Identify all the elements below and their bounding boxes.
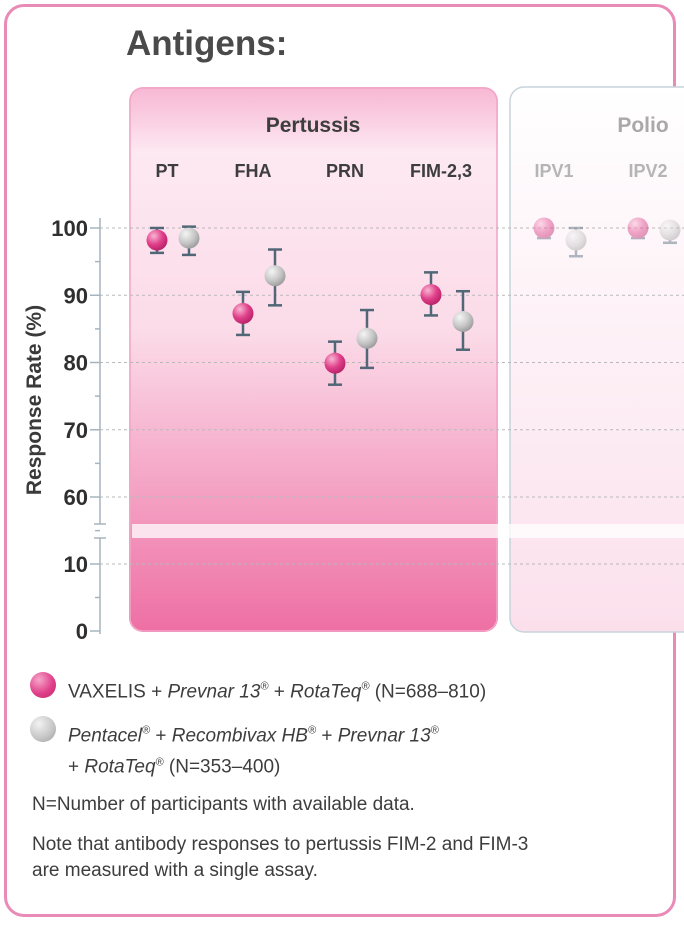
data-point-pentacel xyxy=(264,248,286,307)
panel-pertussis xyxy=(129,87,498,632)
panel-pertussis-border xyxy=(129,87,498,632)
data-marker xyxy=(533,217,555,239)
data-marker xyxy=(178,227,200,249)
y-tick-label: 80 xyxy=(64,351,88,376)
category-label: IPV1 xyxy=(534,161,573,181)
data-point-vaxelis xyxy=(420,271,442,317)
data-marker xyxy=(356,327,378,349)
data-marker xyxy=(565,229,587,251)
legend-marker-pink xyxy=(30,672,56,698)
data-point-pentacel xyxy=(565,226,587,258)
data-point-pentacel xyxy=(659,219,681,245)
legend-text-pentacel: Pentacel® + Recombivax HB® + Prevnar 13®… xyxy=(68,725,439,778)
y-tick-label: 70 xyxy=(64,418,88,443)
category-label: FIM-2,3 xyxy=(410,161,472,181)
group-label: Pertussis xyxy=(266,114,361,137)
data-marker xyxy=(420,284,442,306)
y-tick-label: 90 xyxy=(64,283,88,308)
data-point-pentacel xyxy=(356,308,378,370)
category-label: IPV2 xyxy=(628,161,667,181)
data-point-vaxelis xyxy=(533,217,555,240)
data-marker xyxy=(324,352,346,374)
data-marker xyxy=(232,302,254,324)
y-tick-label: 60 xyxy=(64,485,88,510)
y-tick-label: 100 xyxy=(51,216,88,241)
page-title: Antigens: xyxy=(126,24,288,63)
data-point-vaxelis xyxy=(324,340,346,386)
data-marker xyxy=(627,217,649,239)
data-point-pentacel xyxy=(452,289,474,351)
data-marker xyxy=(452,310,474,332)
data-point-vaxelis xyxy=(232,290,254,337)
category-label: PT xyxy=(155,161,178,181)
category-label: PRN xyxy=(326,161,364,181)
group-label: Polio xyxy=(617,114,668,137)
legend-item-vaxelis: VAXELIS + Prevnar 13® + RotaTeq® (N=688–… xyxy=(30,672,538,705)
legend-item-pentacel: Pentacel® + Recombivax HB® + Prevnar 13®… xyxy=(30,716,538,781)
category-label: FHA xyxy=(235,161,272,181)
data-point-vaxelis xyxy=(627,217,649,240)
axis-break-band xyxy=(132,524,684,538)
footnote-fim: Note that antibody responses to pertussi… xyxy=(32,834,529,881)
footnote-n: N=Number of participants with available … xyxy=(32,794,415,815)
data-point-pentacel xyxy=(178,225,200,257)
data-marker xyxy=(659,219,681,241)
y-tick-label: 0 xyxy=(76,619,88,644)
y-tick-label: 10 xyxy=(64,552,88,577)
data-marker xyxy=(146,229,168,251)
legend-text-vaxelis: VAXELIS + Prevnar 13® + RotaTeq® (N=688–… xyxy=(68,681,487,703)
data-point-vaxelis xyxy=(146,226,168,255)
legend-marker-gray xyxy=(30,716,56,742)
data-marker xyxy=(264,265,286,287)
